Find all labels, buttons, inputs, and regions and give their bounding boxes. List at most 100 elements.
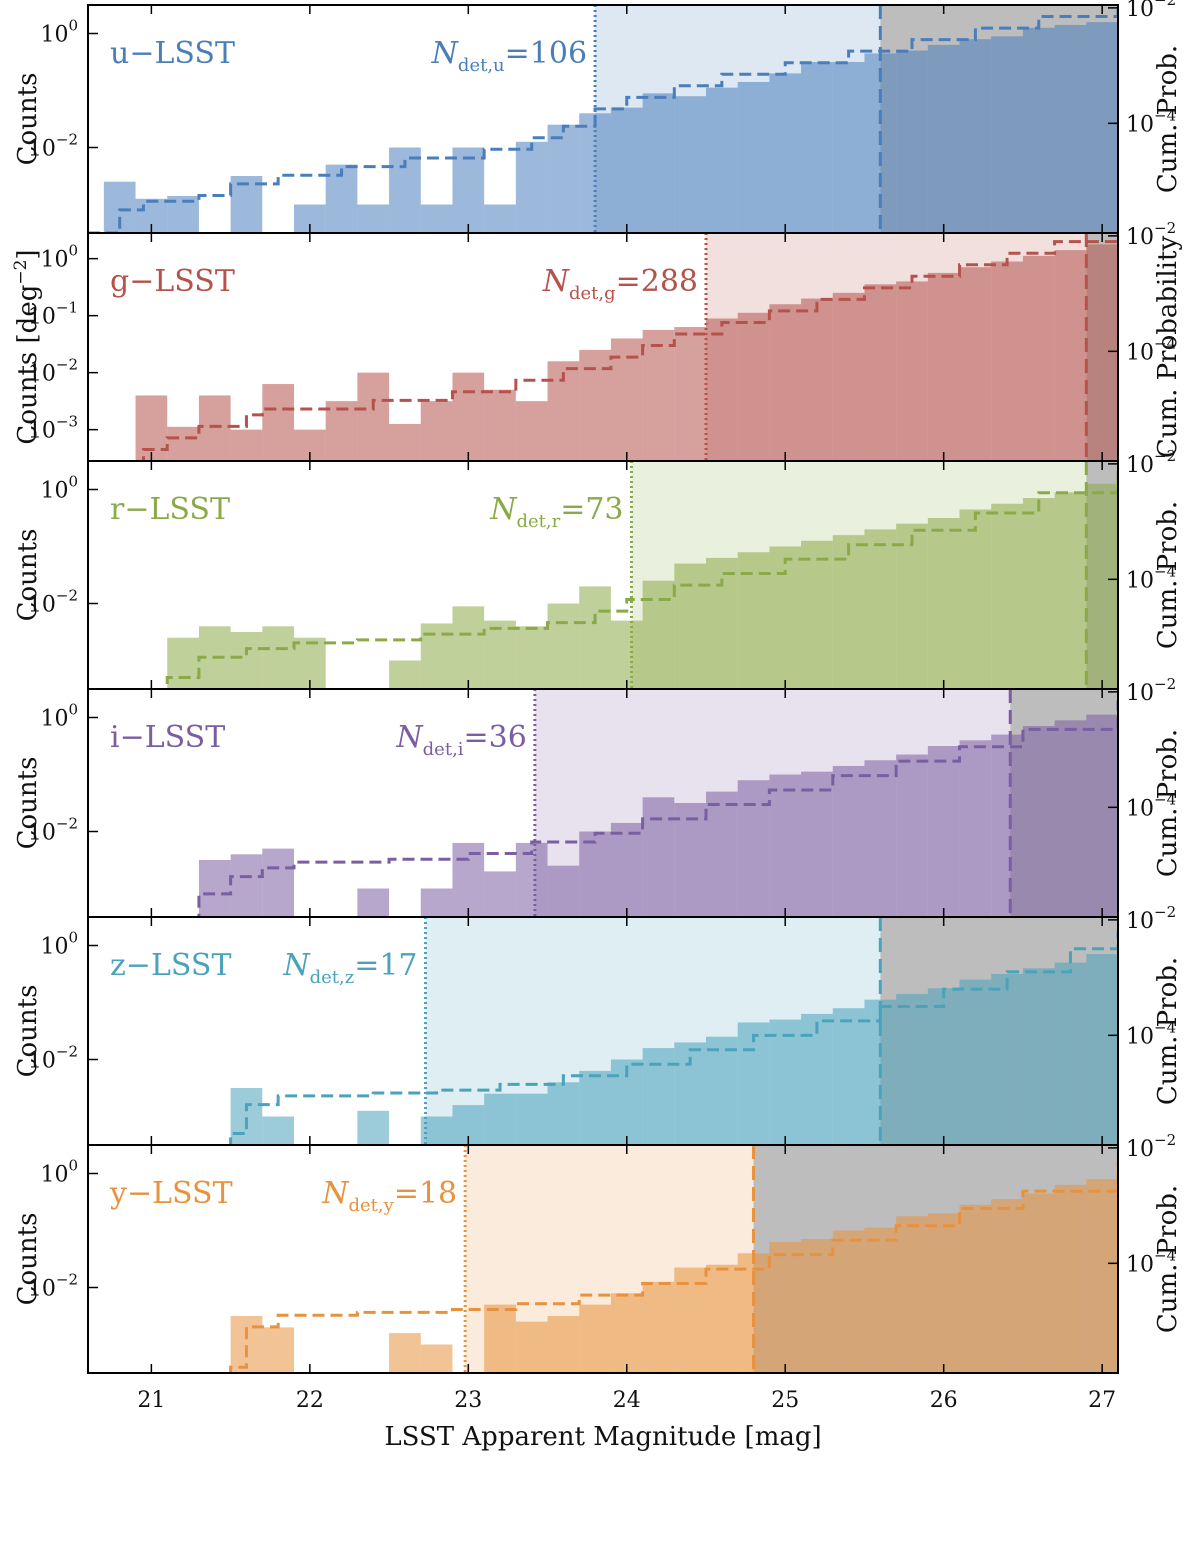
histogram-bar — [515, 1093, 548, 1145]
histogram-bar — [357, 372, 390, 461]
ndet-label: Ndet,z=17 — [282, 948, 417, 988]
cum-tick-exponent: −4 — [1154, 1246, 1176, 1264]
ndet-symbol: N — [489, 492, 518, 527]
histogram-bar — [769, 73, 802, 233]
cum-tick-exponent: −4 — [1154, 790, 1176, 808]
cum-tick-exponent: −4 — [1154, 1018, 1176, 1036]
histogram-bar — [991, 261, 1023, 461]
band-label: z−LSST — [110, 948, 231, 983]
y-tick-base: 10 — [28, 305, 56, 330]
histogram-bar — [927, 746, 960, 917]
cumulative-probability-line — [88, 5, 1118, 233]
x-tick-label: 26 — [930, 1388, 958, 1413]
histogram-bar — [420, 1116, 453, 1145]
histogram-bar — [896, 993, 928, 1145]
histogram-bar — [1054, 250, 1087, 461]
histogram-bar — [801, 771, 833, 917]
histogram-bar — [864, 529, 897, 689]
y-tick-base: 10 — [28, 1049, 56, 1074]
cum-tick-base: 10 — [1126, 453, 1154, 478]
y-tick-base: 10 — [28, 593, 56, 618]
y-tick-exponent: −2 — [56, 1043, 78, 1061]
y-tick-base: 10 — [40, 1163, 68, 1188]
y-axis-title: Counts [deg−2] — [11, 249, 43, 444]
histogram-bar — [579, 1070, 611, 1145]
histogram-bar — [959, 740, 992, 917]
histogram-bar — [1086, 244, 1118, 461]
histogram-bar — [610, 620, 643, 689]
y-tick-base: 10 — [40, 479, 68, 504]
right-axis-title: Cum. Prob. — [1153, 45, 1183, 193]
histogram-bar — [484, 1093, 516, 1145]
histogram-bar — [230, 632, 263, 689]
panel-frame — [87, 1144, 1119, 1374]
panel-plot-area — [197, 689, 1118, 917]
panel-u-band: 10010−210−210−4u−LSSTNdet,u=106CountsCum… — [13, 0, 1183, 234]
histogram-bar — [642, 93, 675, 233]
histogram-bar — [896, 754, 928, 917]
histogram-bar — [230, 854, 263, 917]
histogram-bar — [230, 176, 263, 233]
histogram-bar — [991, 36, 1023, 233]
histogram-bar — [642, 1281, 675, 1373]
histogram-bar — [357, 888, 390, 917]
ndet-symbol: N — [395, 720, 424, 755]
y-tick-base: 10 — [28, 419, 56, 444]
cum-tick-label: 10−4 — [1126, 790, 1176, 821]
histogram-bar — [515, 141, 548, 233]
y-tick-label: 10−2 — [28, 587, 78, 618]
histogram-bar — [1022, 726, 1055, 917]
histogram-bar — [927, 518, 960, 689]
ndet-subscript: det,r — [516, 511, 560, 532]
histogram-bar — [769, 546, 802, 689]
histogram-bar — [1022, 27, 1055, 233]
x-tick-label: 27 — [1088, 1388, 1116, 1413]
histogram-bar — [484, 204, 516, 233]
ndet-value: =73 — [560, 492, 623, 527]
band-label: i−LSST — [110, 720, 225, 755]
histogram-bar — [706, 1036, 738, 1145]
cum-tick-exponent: −2 — [1154, 0, 1176, 9]
cum-tick-base: 10 — [1126, 0, 1154, 22]
y-axis-title-sup: −2 — [11, 260, 31, 285]
cum-tick-base: 10 — [1126, 1024, 1154, 1049]
ndet-label: Ndet,i=36 — [395, 720, 526, 760]
y-tick-base: 10 — [40, 935, 68, 960]
cumulative-probability-line — [229, 931, 1118, 1145]
histogram-bar — [769, 1019, 802, 1145]
histogram-bar — [737, 780, 770, 917]
y-tick-base: 10 — [40, 23, 68, 48]
histogram-bar — [991, 734, 1023, 917]
histogram-bar — [927, 988, 960, 1145]
histogram-bar — [642, 1048, 675, 1145]
right-axis-title: Cum. Prob. — [1153, 1185, 1183, 1333]
cum-tick-exponent: −2 — [1154, 1131, 1176, 1149]
histogram-bar — [832, 535, 865, 689]
histogram-bar — [547, 1316, 580, 1373]
ndet-symbol: N — [282, 948, 311, 983]
y-tick-label: 10−2 — [28, 1271, 78, 1302]
y-tick-exponent: −2 — [56, 356, 78, 374]
ndet-symbol: N — [542, 264, 571, 299]
cum-tick-base: 10 — [1126, 796, 1154, 821]
y-tick-base: 10 — [28, 1277, 56, 1302]
histogram-bar — [452, 147, 485, 233]
ndet-label: Ndet,y=18 — [321, 1176, 457, 1216]
histogram-bar — [864, 284, 897, 461]
panel-plot-area — [229, 1145, 1118, 1373]
y-tick-exponent: −3 — [56, 413, 78, 431]
histogram-bar — [737, 81, 770, 233]
histogram-bar — [864, 1227, 897, 1373]
histogram-bar — [991, 503, 1023, 689]
histogram-bar — [198, 395, 231, 461]
histogram-bar — [801, 1239, 833, 1373]
histogram-bar — [357, 1110, 390, 1145]
histogram-bar — [420, 401, 453, 461]
histogram-bar — [579, 586, 611, 689]
histogram-bar — [262, 626, 294, 689]
y-tick-label: 100 — [40, 701, 78, 732]
histogram-bar — [832, 765, 865, 917]
